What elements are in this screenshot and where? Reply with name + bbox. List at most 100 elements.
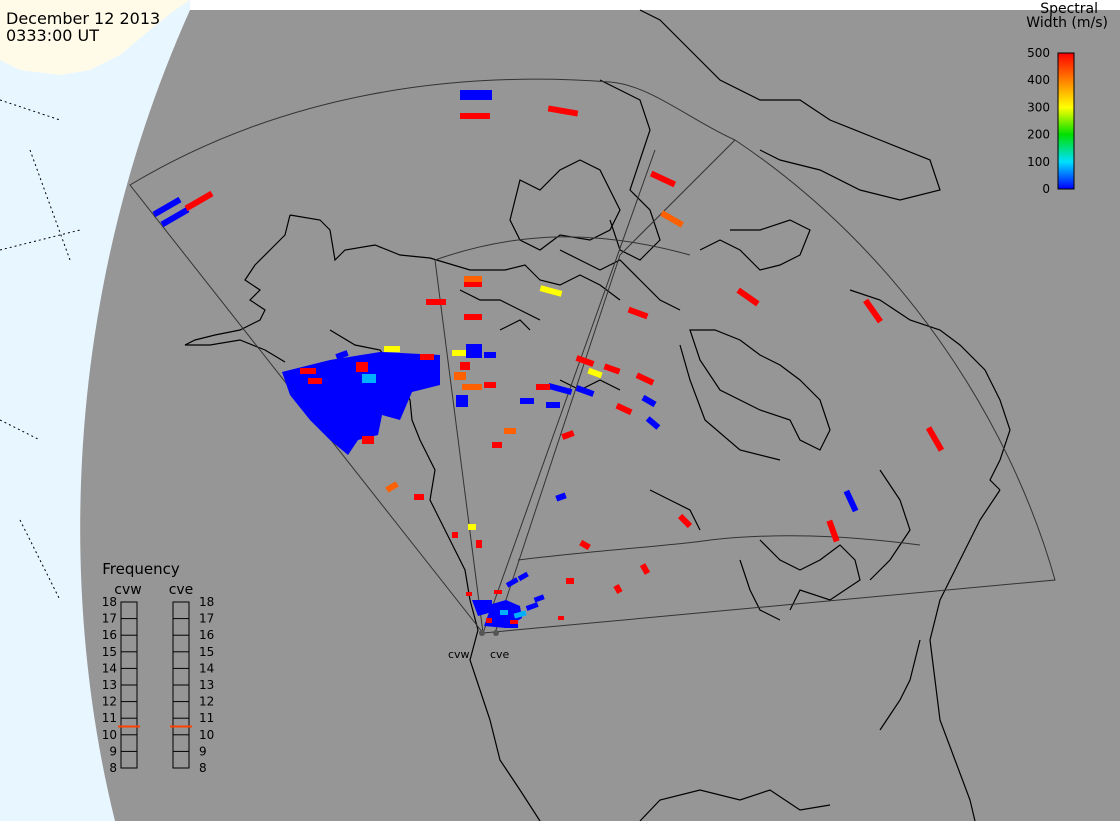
echo-cell (539, 285, 563, 297)
frequency-tick-label-cve: 12 (199, 695, 214, 709)
colorbar-tick-label: 100 (1027, 155, 1050, 169)
map-background (80, 10, 1120, 821)
echo-cell (863, 298, 883, 324)
date-label: December 12 2013 (6, 9, 160, 28)
echo-cell (300, 368, 316, 374)
graticule-dots (0, 99, 81, 601)
echo-cell (504, 624, 518, 628)
echo-cell (472, 600, 492, 616)
echo-cell (925, 426, 945, 452)
colorbar-tick-label: 500 (1027, 46, 1050, 60)
echo-cell (468, 524, 476, 530)
echo-cell (492, 442, 502, 448)
frequency-tick-label-cvw: 15 (102, 645, 117, 659)
echo-cell (615, 402, 633, 416)
colorbar-gradient (1057, 52, 1075, 190)
echo-cell (460, 362, 470, 370)
frequency-tick-label-cve: 10 (199, 728, 214, 742)
echo-cell (603, 363, 621, 375)
radar-site-cve-marker (493, 630, 499, 636)
echo-cell (736, 287, 760, 307)
colorbar-title-line2: Width (m/s) (1026, 15, 1108, 31)
frequency-tick-label-cve: 8 (199, 761, 207, 775)
frequency-tick-label-cvw: 10 (102, 728, 117, 742)
frequency-radar-label-cve: cve (169, 582, 194, 598)
spectral-width-colorbar: Spectral Width (m/s) 500 400 300 200 100 0 (1026, 1, 1108, 196)
frequency-tick-label-cvw: 16 (102, 628, 117, 642)
echo-cell (362, 436, 374, 444)
echo-cell (184, 190, 214, 212)
echo-cell (575, 355, 595, 367)
frequency-tick-label-cve: 16 (199, 628, 214, 642)
echo-cell (547, 382, 573, 396)
echo-cell (517, 571, 529, 582)
frequency-tick-label-cve: 17 (199, 612, 214, 626)
frequency-tick-label-cvw: 9 (109, 744, 117, 758)
echo-cell (308, 378, 322, 384)
echo-cell (587, 367, 603, 379)
frequency-tick-label-cvw: 8 (109, 761, 117, 775)
echo-cell (677, 513, 693, 529)
echo-cell (384, 346, 400, 352)
echo-cell (536, 384, 550, 390)
coastlines (184, 9, 1011, 821)
echo-cell (525, 602, 539, 611)
echo-cell (335, 350, 349, 360)
echo-cell (356, 362, 368, 372)
frequency-tick-label-cve: 18 (199, 595, 214, 609)
echo-cell (510, 620, 518, 624)
echo-data (152, 90, 945, 628)
echo-cell (466, 344, 482, 358)
echo-cell (520, 398, 534, 404)
echo-cell (486, 618, 492, 623)
echo-cell (561, 430, 575, 440)
frequency-tick-label-cvw: 14 (102, 661, 117, 675)
echo-cell (555, 492, 567, 502)
colorbar-tick-label: 0 (1042, 182, 1050, 196)
echo-cell (466, 592, 472, 596)
echo-cell (414, 494, 424, 500)
colorbar-tick-label: 400 (1027, 73, 1050, 87)
echo-cell (546, 402, 560, 408)
frequency-tick-label-cvw: 12 (102, 695, 117, 709)
echo-cell (641, 394, 657, 408)
echo-cell (826, 519, 840, 543)
echo-cell (649, 170, 677, 188)
colorbar-tick-label: 300 (1027, 100, 1050, 114)
site-label-cvw: cvw (448, 648, 470, 661)
echo-cell (454, 372, 466, 380)
frequency-tick-label-cvw: 13 (102, 678, 117, 692)
echo-cell (464, 314, 482, 320)
echo-cell (627, 306, 649, 320)
site-label-cve: cve (490, 648, 510, 661)
frequency-tick-label-cve: 15 (199, 645, 214, 659)
frequency-tick-label-cvw: 17 (102, 612, 117, 626)
echo-cell (639, 563, 651, 575)
echo-cell (484, 382, 496, 388)
time-label: 0333:00 UT (6, 26, 99, 45)
colorbar-title-line1: Spectral (1040, 1, 1098, 17)
echo-cell (613, 584, 623, 594)
echo-cell (464, 282, 482, 287)
echo-cell (645, 416, 661, 430)
frequency-tick-label-cvw: 11 (102, 711, 117, 725)
frequency-tick-label-cve: 14 (199, 661, 214, 675)
echo-cell (533, 594, 545, 603)
echo-cell (462, 384, 482, 390)
frequency-title: Frequency (102, 560, 180, 578)
colorbar-ticks: 500 400 300 200 100 0 (1027, 46, 1050, 196)
echo-cell (504, 428, 516, 434)
echo-cell (420, 354, 434, 360)
echo-cell (476, 540, 482, 548)
echo-cell (843, 489, 859, 513)
frequency-tick-label-cve: 13 (199, 678, 214, 692)
colorbar-tick-label: 200 (1027, 128, 1050, 142)
frequency-panel: Frequency cvw cve 18 18 17 17 16 16 15 15 14 14 13… (102, 560, 215, 775)
echo-cell (513, 610, 527, 619)
echo-cell (464, 276, 482, 282)
radar-site-cvw-marker (479, 630, 485, 636)
frequency-radar-label-cvw: cvw (114, 582, 141, 598)
echo-cell (635, 372, 655, 386)
